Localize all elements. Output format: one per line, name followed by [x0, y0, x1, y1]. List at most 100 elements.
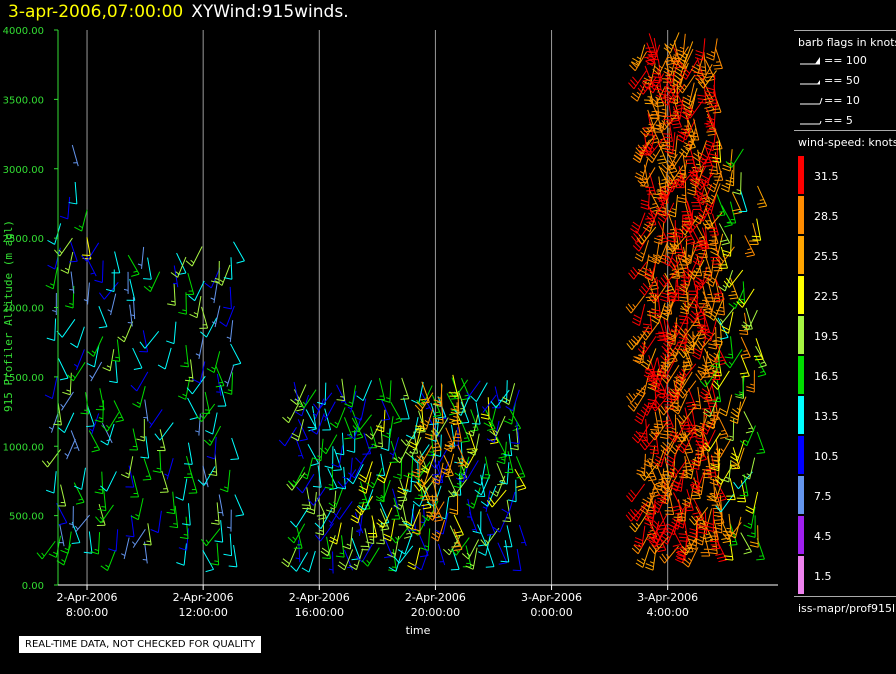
- wind-barb: [699, 429, 716, 451]
- wind-barb: [94, 400, 105, 423]
- wind-barb: [376, 507, 393, 529]
- wind-barb: [626, 483, 646, 503]
- wind-barb: [501, 491, 516, 514]
- wind-barb: [117, 321, 134, 343]
- wind-barb: [679, 137, 696, 158]
- wind-barb: [664, 61, 679, 84]
- wind-barb: [645, 355, 656, 378]
- speed-legend-label: 4.5: [814, 530, 832, 543]
- wind-barb: [718, 394, 733, 417]
- wind-barb: [707, 299, 724, 321]
- wind-barb: [711, 280, 721, 303]
- y-tick-label: 1000.00: [3, 442, 44, 453]
- wind-barb: [383, 535, 393, 559]
- wind-barb: [375, 409, 386, 433]
- wind-barb: [169, 505, 179, 529]
- wind-barb: [217, 384, 227, 407]
- wind-barb: [697, 52, 707, 75]
- wind-barb: [130, 475, 140, 498]
- wind-barb: [301, 550, 316, 573]
- wind-barb: [344, 385, 357, 408]
- wind-barb: [74, 514, 90, 533]
- legend-divider: [794, 30, 896, 31]
- wind-barb: [730, 447, 745, 470]
- wind-barb: [640, 322, 660, 341]
- x-tick-time: 4:00:00: [646, 606, 688, 619]
- wind-barb: [393, 545, 414, 564]
- wind-barb: [755, 345, 767, 369]
- wind-barb: [356, 380, 373, 402]
- wind-barb: [715, 293, 725, 316]
- wind-barb: [307, 486, 327, 506]
- wind-barb: [660, 482, 674, 505]
- wind-barb: [440, 453, 455, 476]
- wind-barb: [178, 528, 189, 551]
- wind-barb: [646, 73, 665, 94]
- wind-barb: [689, 515, 699, 539]
- wind-barb-plot: 0.00 500.00 1000.00 1500.00 2000.00 2500.00 30…: [2, 26, 778, 637]
- wind-barb: [728, 288, 745, 309]
- y-tick-label: 500.00: [9, 512, 44, 523]
- wind-barb: [667, 220, 676, 243]
- wind-barb: [80, 392, 90, 415]
- wind-barb: [132, 386, 146, 408]
- wind-barb: [688, 507, 709, 526]
- wind-barb: [741, 309, 758, 331]
- wind-barb: [166, 491, 176, 515]
- wind-barb: [67, 362, 86, 382]
- wind-barb: [121, 537, 130, 560]
- wind-barb: [718, 223, 731, 246]
- wind-barb: [666, 279, 677, 303]
- wind-barb: [648, 284, 667, 304]
- flags-legend-title: barb flags in knots: [798, 36, 896, 49]
- wind-barb: [125, 514, 135, 538]
- speed-color-swatch: [798, 396, 804, 434]
- wind-barb: [205, 412, 218, 435]
- wind-barb: [629, 513, 648, 533]
- wind-barb: [380, 428, 391, 451]
- wind-barb: [648, 189, 661, 213]
- wind-barb: [691, 386, 702, 410]
- wind-barb: [489, 415, 506, 437]
- wind-barb: [420, 528, 431, 551]
- wind-barb: [512, 548, 522, 572]
- wind-barb: [733, 471, 753, 490]
- wind-barb: [100, 423, 115, 446]
- wind-barb: [89, 413, 100, 435]
- wind-barb: [381, 416, 394, 439]
- wind-barb: [664, 445, 680, 467]
- wind-barb: [143, 257, 152, 280]
- wind-barb: [696, 184, 713, 206]
- wind-barb: [480, 397, 490, 420]
- wind-barb: [328, 551, 334, 574]
- x-tick-date: 2-Apr-2006: [405, 591, 466, 604]
- wind-barb: [202, 465, 209, 488]
- wind-barb: [137, 246, 145, 269]
- wind-barb: [160, 470, 169, 493]
- wind-barb: [215, 365, 225, 388]
- wind-barb: [70, 326, 85, 349]
- wind-barb: [398, 503, 408, 526]
- wind-barb: [127, 304, 133, 327]
- wind-barb: [307, 443, 319, 467]
- wind-barb: [703, 192, 718, 215]
- wind-barb: [185, 246, 203, 267]
- speed-color-swatch: [798, 196, 804, 234]
- wind-barb: [635, 375, 649, 398]
- wind-barb: [314, 523, 334, 542]
- wind-barb: [658, 317, 669, 341]
- wind-barb: [46, 318, 57, 341]
- wind-barb: [480, 527, 500, 547]
- barb-flag-icon: [800, 80, 820, 85]
- x-tick-time: 8:00:00: [66, 606, 108, 619]
- flag-legend-label: == 5: [824, 114, 853, 127]
- speed-legend-label: 7.5: [814, 490, 832, 503]
- wind-barb: [68, 506, 74, 529]
- wind-barb: [186, 375, 206, 395]
- wind-barb: [95, 388, 105, 411]
- wind-barb: [354, 512, 364, 534]
- wind-barb: [210, 281, 218, 304]
- wind-barb: [287, 523, 306, 544]
- wind-barb: [101, 412, 120, 432]
- wind-barb: [204, 267, 221, 289]
